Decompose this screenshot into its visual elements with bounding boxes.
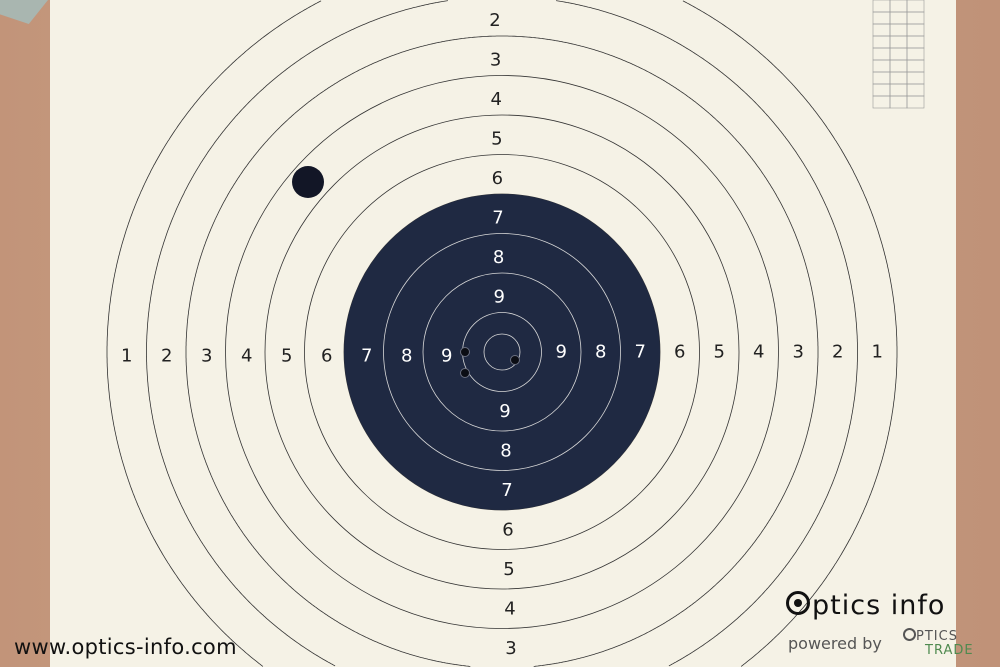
website-watermark: www.optics-info.com [14, 635, 237, 659]
ring-label-right: 4 [753, 342, 764, 363]
ring-label-right: 1 [872, 342, 883, 363]
ring-label-bottom: 9 [499, 401, 510, 422]
ring-label-left: 1 [121, 346, 132, 367]
ring-label-right: 9 [556, 342, 567, 363]
bullet-hole [510, 355, 520, 365]
inner-ring [422, 272, 582, 432]
ring-label-left: 8 [401, 346, 412, 367]
score-table-cell [872, 95, 891, 109]
ring-label-top: 4 [490, 89, 501, 110]
score-table-cell [906, 47, 925, 61]
score-table-cell [889, 95, 908, 109]
score-table-cell [906, 0, 925, 13]
ring-label-right: 3 [793, 342, 804, 363]
target-logo-icon [786, 591, 810, 615]
black-aiming-disc [344, 194, 660, 510]
score-table-cell [906, 23, 925, 37]
ring-label-bottom: 4 [504, 598, 515, 619]
score-table-cell [889, 23, 908, 37]
ring-label-right: 8 [595, 342, 606, 363]
aiming-sticker [292, 166, 324, 198]
score-table-cell [889, 11, 908, 25]
ring-label-top: 7 [492, 207, 503, 228]
score-table-cell [906, 11, 925, 25]
ring-4 [225, 75, 779, 629]
score-table-cell [889, 47, 908, 61]
score-table-cell [906, 71, 925, 85]
score-table-cell [872, 35, 891, 49]
score-table-cell [872, 0, 891, 13]
bullet-hole [460, 347, 470, 357]
ring-label-bottom: 7 [501, 480, 512, 501]
ring-3 [185, 35, 819, 667]
ring-label-right: 5 [714, 342, 725, 363]
ring-label-left: 7 [361, 346, 372, 367]
bullet-hole [460, 368, 470, 378]
ring-label-top: 3 [490, 49, 501, 70]
score-table-cell [872, 11, 891, 25]
ring-label-top: 5 [491, 128, 502, 149]
score-table-cell [872, 83, 891, 97]
optics-trade-o-icon [903, 628, 916, 641]
ring-label-left: 9 [441, 346, 452, 367]
score-table-cell [906, 35, 925, 49]
score-table-cell [889, 83, 908, 97]
score-table-cell [906, 59, 925, 73]
ring-label-top: 8 [493, 247, 504, 268]
ring-2 [146, 0, 858, 667]
score-table-cell [906, 95, 925, 109]
score-table-cell [872, 47, 891, 61]
ring-label-bottom: 6 [502, 519, 513, 540]
score-table-cell [906, 83, 925, 97]
ring-label-top: 2 [489, 10, 500, 31]
ring-label-right: 6 [674, 342, 685, 363]
ring-label-left: 3 [201, 346, 212, 367]
inner-ring [383, 233, 621, 471]
optics-info-logo: ptics info [786, 590, 945, 621]
ring-1 [106, 0, 898, 667]
score-table-cell [889, 35, 908, 49]
ring-5 [264, 114, 740, 590]
ring-label-left: 2 [161, 346, 172, 367]
score-table-cell [872, 59, 891, 73]
ring-6 [304, 154, 700, 550]
score-table-cell [872, 23, 891, 37]
ring-label-left: 6 [321, 346, 332, 367]
powered-by-text: powered by [788, 634, 882, 653]
score-table-cell [889, 0, 908, 13]
ring-label-bottom: 8 [500, 440, 511, 461]
ring-label-bottom: 3 [505, 638, 516, 659]
ring-label-right: 7 [635, 342, 646, 363]
score-table-cell [889, 59, 908, 73]
ring-label-top: 9 [493, 286, 504, 307]
optics-trade-logo: PTICS TRADE [903, 628, 974, 658]
ring-label-top: 6 [492, 168, 503, 189]
ring-label-left: 5 [281, 346, 292, 367]
ring-label-left: 4 [241, 346, 252, 367]
ring-label-right: 2 [832, 342, 843, 363]
brand-top: PTICS [916, 629, 958, 644]
ring-label-bottom: 5 [503, 559, 514, 580]
x-ring [483, 333, 521, 371]
score-table-cell [872, 71, 891, 85]
logo-text: ptics info [812, 590, 946, 621]
score-table-cell [889, 71, 908, 85]
brand-bottom: TRADE [925, 643, 974, 658]
